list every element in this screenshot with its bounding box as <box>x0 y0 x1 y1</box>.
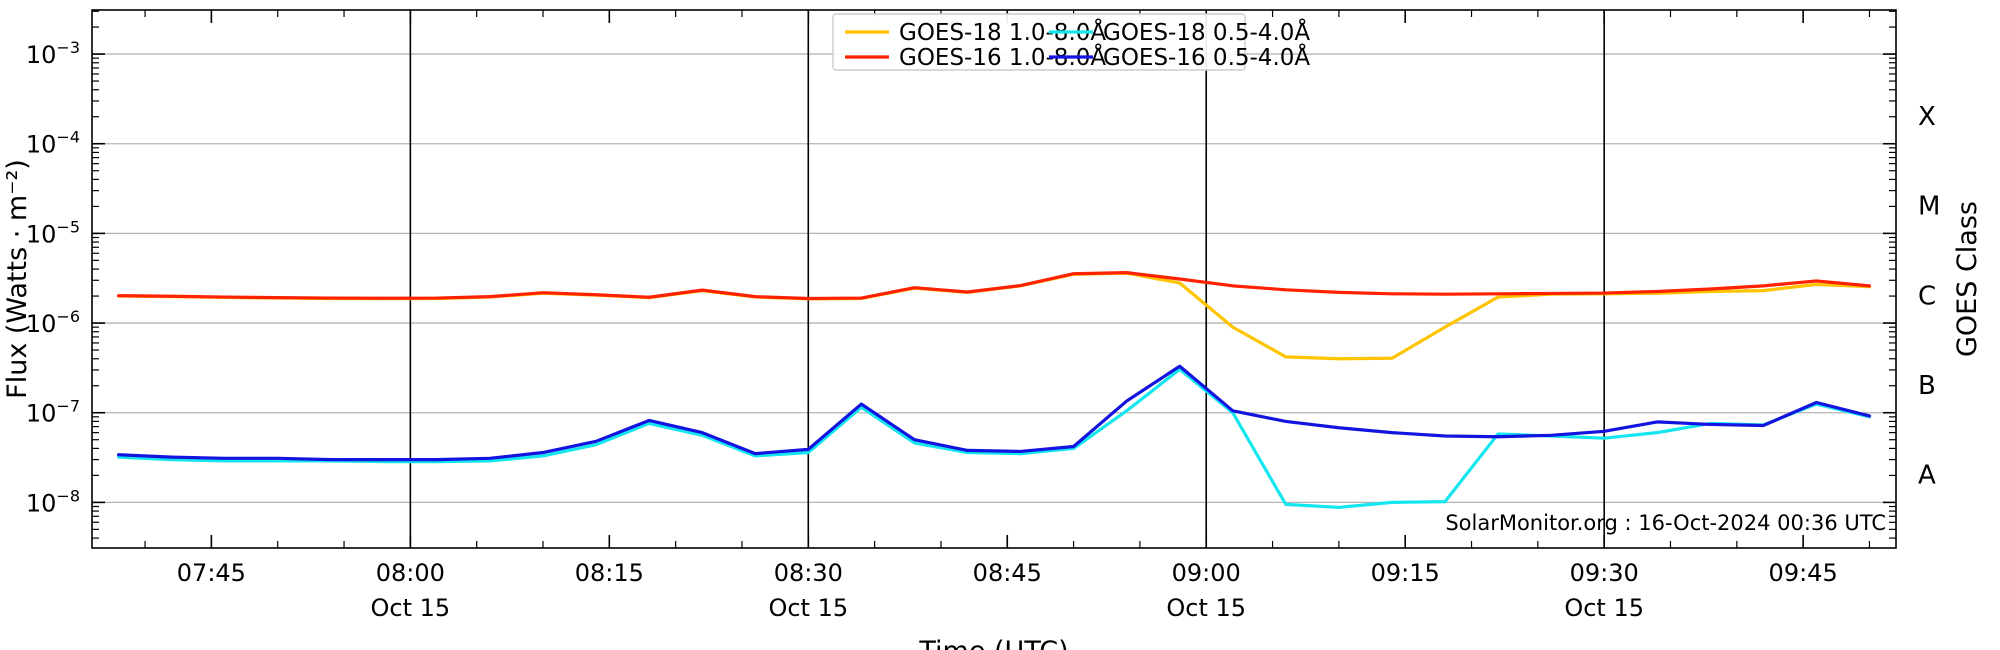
x-axis-title: Time (UTC) <box>918 636 1068 650</box>
goes-class-label-B: B <box>1918 371 1936 401</box>
ytick-label-1: 10−4 <box>26 128 80 159</box>
xtick-label-6: 09:15 <box>1371 559 1440 587</box>
series-line-goes-18-0 <box>116 271 1872 361</box>
xtick-label-1: 08:00 <box>376 559 445 587</box>
ytick-label-5: 10−8 <box>26 486 80 517</box>
xtick-label-8: 09:45 <box>1769 559 1838 587</box>
goes-class-label-M: M <box>1918 192 1940 222</box>
ytick-label-3: 10−6 <box>26 307 80 338</box>
xtick-label-2: 08:15 <box>575 559 644 587</box>
goes-class-label-C: C <box>1918 281 1936 311</box>
y-axis-title: Flux (Watts · m⁻²) <box>2 159 33 399</box>
xtick-sublabel-3: Oct 15 <box>768 594 848 622</box>
xtick-label-3: 08:30 <box>774 559 843 587</box>
xtick-label-5: 09:00 <box>1172 559 1241 587</box>
series-line-goes-18-2 <box>116 367 1872 509</box>
xtick-sublabel-7: Oct 15 <box>1564 594 1644 622</box>
series-line-goes-16-1 <box>116 271 1872 301</box>
ytick-label-4: 10−7 <box>26 397 80 428</box>
ytick-label-2: 10−5 <box>26 217 80 248</box>
series-line-goes-16-3 <box>116 364 1872 462</box>
goes-class-label-A: A <box>1918 461 1936 491</box>
plot-frame <box>91 9 1897 549</box>
legend-label-2: GOES-18 0.5-4.0Å <box>1103 18 1310 46</box>
y2-axis-title: GOES Class <box>1952 201 1983 357</box>
xtick-sublabel-5: Oct 15 <box>1166 594 1246 622</box>
legend-label-3: GOES-16 0.5-4.0Å <box>1103 43 1310 71</box>
credit-text: SolarMonitor.org : 16-Oct-2024 00:36 UTC <box>1445 511 1886 535</box>
xtick-label-7: 09:30 <box>1570 559 1639 587</box>
ytick-label-0: 10−3 <box>26 38 80 69</box>
xtick-label-4: 08:45 <box>973 559 1042 587</box>
legend-box <box>832 13 1246 71</box>
goes-class-label-X: X <box>1918 102 1936 132</box>
xtick-label-0: 07:45 <box>177 559 246 587</box>
xtick-sublabel-1: Oct 15 <box>371 594 451 622</box>
